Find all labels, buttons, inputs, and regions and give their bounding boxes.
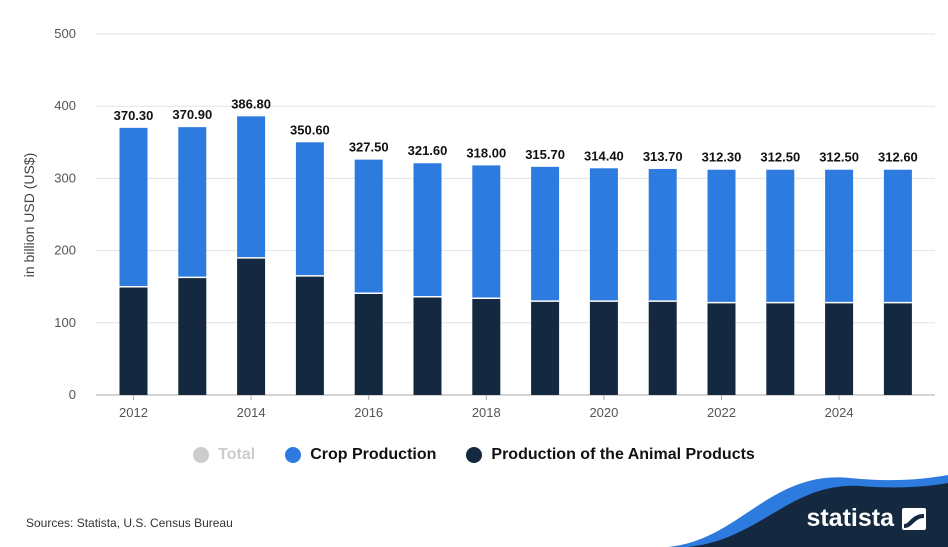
data-label-2019: 315.70 xyxy=(525,147,565,162)
data-label-2024: 312.50 xyxy=(819,150,859,165)
source-note: Sources: Statista, U.S. Census Bureau xyxy=(26,516,233,530)
bar-animal-2018 xyxy=(472,298,501,395)
data-label-2021: 313.70 xyxy=(643,149,683,164)
x-tick-label-2016: 2016 xyxy=(354,405,383,420)
data-label-2015: 350.60 xyxy=(290,122,330,137)
brand-name: statista xyxy=(806,504,894,532)
y-axis-label: in billion USD (US$) xyxy=(21,153,37,277)
x-tick-label-2018: 2018 xyxy=(472,405,501,420)
legend-dot-crop-production xyxy=(285,447,302,463)
bar-animal-2021 xyxy=(648,301,677,395)
legend-item-animal-products[interactable]: Production of the Animal Products xyxy=(466,446,755,464)
y-tick-label: 300 xyxy=(54,170,76,185)
x-tick-label-2022: 2022 xyxy=(707,405,736,420)
data-labels: 370.30 370.90 386.80 350.60 327.50 321.60 318.… xyxy=(114,96,918,164)
bar-animal-2023 xyxy=(766,302,795,395)
legend-dot-total xyxy=(193,447,210,463)
stacked-bar-chart: 0 100 200 300 400 500 370.30 370.90 386.80 350.6… xyxy=(21,26,935,420)
bar-animal-2022 xyxy=(707,302,736,395)
legend-label-animal-products: Production of the Animal Products xyxy=(491,446,755,463)
brand-logo[interactable]: statista xyxy=(806,504,926,533)
legend-dot-animal-products xyxy=(466,447,483,463)
x-tick-label-2020: 2020 xyxy=(589,405,618,420)
bar-crop-2014 xyxy=(237,116,266,258)
bar-animal-2024 xyxy=(825,302,854,395)
data-label-2023: 312.50 xyxy=(760,150,800,165)
y-axis-ticks: 0 100 200 300 400 500 xyxy=(54,26,76,402)
bar-crop-2015 xyxy=(295,142,324,276)
legend-label-total: Total xyxy=(218,446,256,463)
y-tick-label: 200 xyxy=(54,243,76,258)
data-label-2022: 312.30 xyxy=(702,150,742,165)
x-tick-label-2014: 2014 xyxy=(237,405,266,420)
bar-crop-2021 xyxy=(648,169,677,302)
bar-crop-2022 xyxy=(707,169,736,303)
bar-crop-2019 xyxy=(531,166,560,302)
bar-crop-2017 xyxy=(413,163,442,297)
data-label-2012: 370.30 xyxy=(114,108,154,123)
bar-animal-2020 xyxy=(589,301,618,395)
data-label-2014: 386.80 xyxy=(231,96,271,111)
bar-animal-2016 xyxy=(354,293,383,395)
bar-crop-2023 xyxy=(766,169,795,303)
bar-crop-2025 xyxy=(883,169,912,303)
bar-animal-2019 xyxy=(531,301,560,395)
bar-crop-2020 xyxy=(589,168,618,302)
data-label-2017: 321.60 xyxy=(408,143,448,158)
legend: Total Crop Production Production of the … xyxy=(0,446,948,464)
data-label-2018: 318.00 xyxy=(466,145,506,160)
bar-crop-2024 xyxy=(825,169,854,303)
bar-animal-2013 xyxy=(178,277,207,395)
data-label-2016: 327.50 xyxy=(349,140,389,155)
y-tick-label: 400 xyxy=(54,98,76,113)
bar-crop-2018 xyxy=(472,165,501,299)
bar-crop-2013 xyxy=(178,127,207,278)
legend-label-crop-production: Crop Production xyxy=(310,446,437,463)
data-label-2020: 314.40 xyxy=(584,148,624,163)
bar-animal-2017 xyxy=(413,296,442,395)
grid-lines xyxy=(96,33,935,396)
bar-crop-2012 xyxy=(119,127,148,287)
legend-item-total[interactable]: Total xyxy=(193,446,255,464)
x-axis-ticks: 2012 2014 2016 2018 2020 2022 2024 xyxy=(119,395,854,420)
x-tick-label-2024: 2024 xyxy=(825,405,854,420)
bar-crop-2016 xyxy=(354,159,383,294)
bars xyxy=(119,116,912,395)
y-tick-label: 0 xyxy=(69,387,76,402)
bar-animal-2015 xyxy=(295,275,324,395)
x-tick-label-2012: 2012 xyxy=(119,405,148,420)
bar-animal-2014 xyxy=(237,257,266,395)
statista-logo-icon xyxy=(902,507,926,530)
bar-animal-2012 xyxy=(119,286,148,395)
y-tick-label: 500 xyxy=(54,26,76,41)
bar-animal-2025 xyxy=(883,302,912,395)
data-label-2013: 370.90 xyxy=(172,107,212,122)
data-label-2025: 312.60 xyxy=(878,150,918,165)
legend-item-crop-production[interactable]: Crop Production xyxy=(285,446,436,464)
y-tick-label: 100 xyxy=(54,315,76,330)
